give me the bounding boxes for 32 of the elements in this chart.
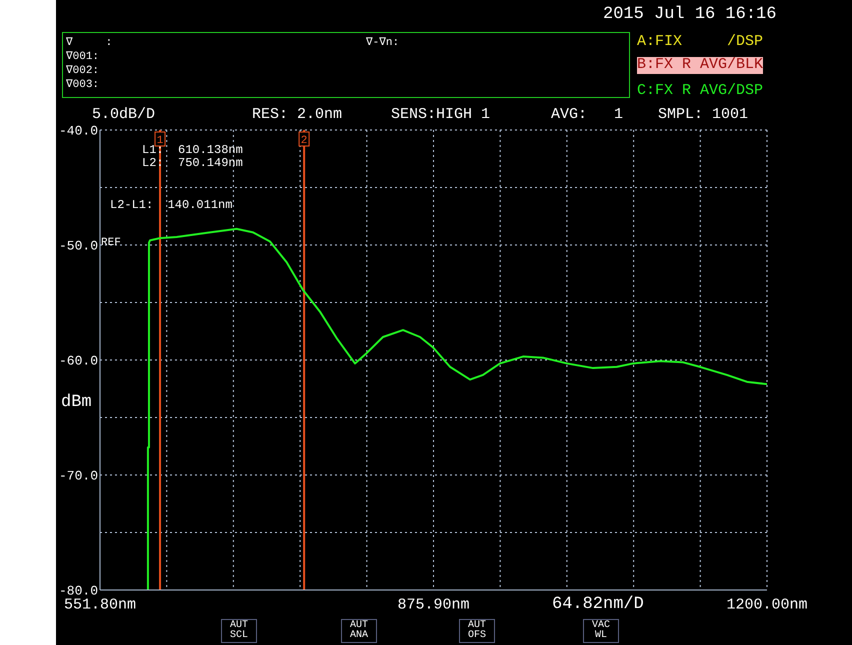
x-tick-label: 551.80nm <box>64 596 136 614</box>
x-tick-label: 1200.00nm <box>726 596 808 614</box>
y-tick-label: -40.0 <box>58 124 98 139</box>
line-series <box>146 228 767 590</box>
text: ∇001: <box>66 51 100 64</box>
text: ∇-∇n: <box>366 37 400 50</box>
text: B:FX R AVG/BLK <box>637 56 764 74</box>
y-tick-label: -70.0 <box>58 468 98 484</box>
annotation: L2-L1: 140.011nm <box>110 198 232 212</box>
text: RES: 2.0nm <box>252 106 342 124</box>
y-axis-title: dBm <box>61 393 92 412</box>
text: ∇003: <box>66 79 100 92</box>
annotation: 2 <box>300 135 308 147</box>
annotation: REF <box>101 237 121 250</box>
text: VAC WL <box>583 619 619 643</box>
text: AVG: 1 <box>551 106 624 124</box>
text: ∇002: <box>66 65 100 78</box>
text: ∇ : <box>66 37 112 50</box>
text: C:FX R AVG/DSP <box>637 82 764 100</box>
text: AUT ANA <box>341 619 377 643</box>
text: AUT SCL <box>221 619 257 643</box>
text: SMPL: 1001 <box>658 106 748 124</box>
text: AUT OFS <box>459 619 495 643</box>
y-tick-label: -50.0 <box>58 238 98 254</box>
y-tick-label: -60.0 <box>58 354 98 369</box>
text: 5.0dB/D <box>92 106 156 124</box>
text: A:FIX /DSP <box>637 33 764 50</box>
text: SENS:HIGH 1 <box>391 106 490 124</box>
text: 64.82nm/D <box>552 595 644 615</box>
x-tick-label: 875.90nm <box>397 596 470 614</box>
y-tick-label: -80.0 <box>58 584 98 599</box>
text: 2015 Jul 16 16:16 <box>603 5 776 25</box>
